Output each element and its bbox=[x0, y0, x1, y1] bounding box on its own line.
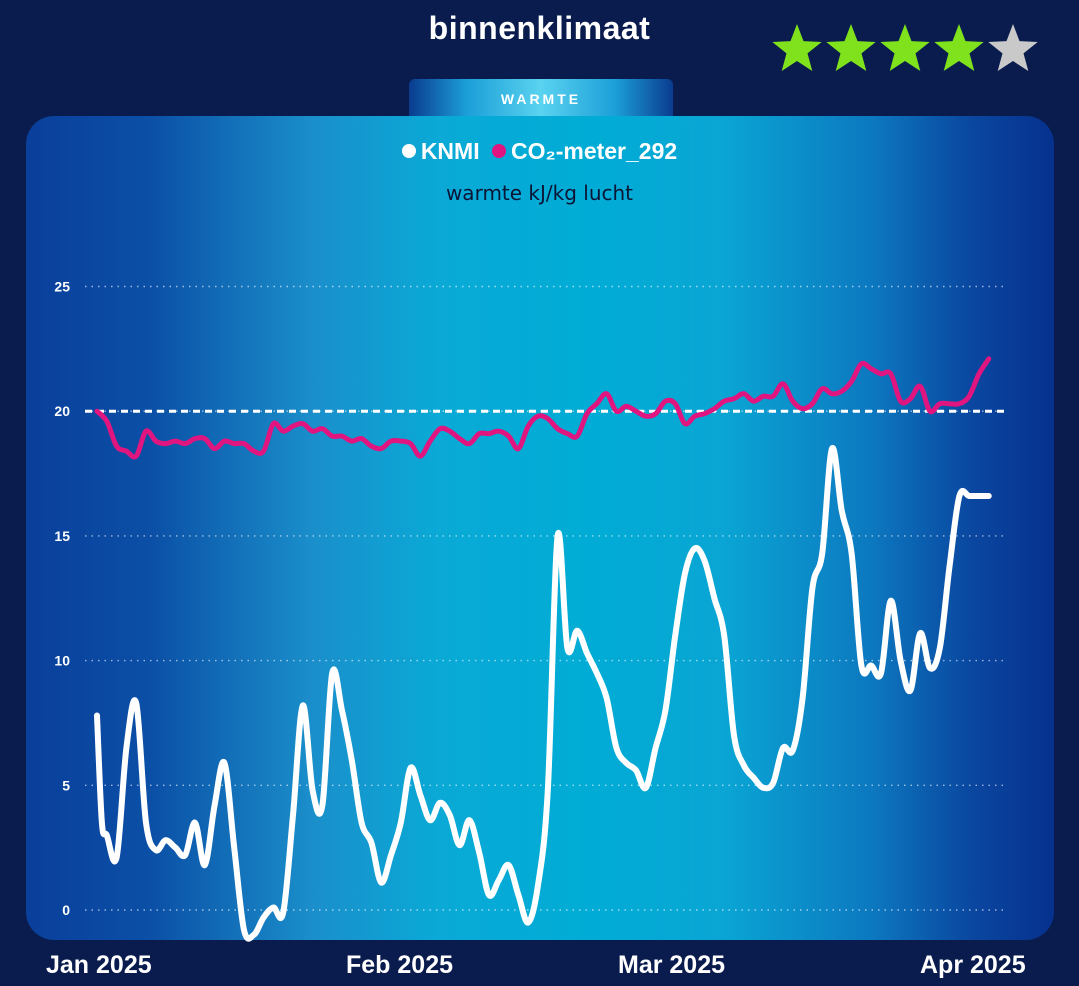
legend-item-co2-meter[interactable]: CO₂-meter_292 bbox=[491, 137, 678, 165]
star-empty-icon bbox=[988, 24, 1038, 71]
legend-dot-knmi bbox=[401, 144, 416, 158]
chart-panel bbox=[26, 116, 1054, 940]
x-tick-label: Jan 2025 bbox=[46, 951, 152, 979]
y-tick-label: 0 bbox=[62, 902, 70, 918]
page-title: binnenklimaat bbox=[428, 10, 651, 46]
star-filled-icon bbox=[772, 24, 822, 71]
y-tick-label: 20 bbox=[54, 403, 70, 419]
series-line-knmi[interactable] bbox=[94, 445, 992, 942]
tab-warmte[interactable]: WARMTE bbox=[409, 79, 673, 116]
y-tick-label: 15 bbox=[54, 528, 70, 544]
legend-item-knmi[interactable]: KNMI bbox=[401, 137, 480, 165]
series-line-co2-meter[interactable] bbox=[94, 356, 992, 460]
y-tick-label: 10 bbox=[54, 653, 70, 669]
legend-label-knmi: KNMI bbox=[420, 137, 480, 164]
star-filled-icon bbox=[826, 24, 876, 71]
chart-subtitle: warmte kJ/kg lucht bbox=[445, 181, 634, 205]
rating-stars bbox=[772, 24, 1038, 71]
x-tick-label: Apr 2025 bbox=[920, 951, 1026, 979]
legend-dot-co2-meter bbox=[491, 144, 506, 158]
x-tick-label: Mar 2025 bbox=[618, 951, 726, 979]
chart-legend: KNMI CO₂-meter_292 bbox=[0, 137, 1079, 165]
star-filled-icon bbox=[934, 24, 984, 71]
x-tick-label: Feb 2025 bbox=[346, 951, 454, 979]
y-tick-label: 5 bbox=[62, 777, 70, 793]
star-filled-icon bbox=[880, 24, 930, 71]
legend-label-co2-meter: CO₂-meter_292 bbox=[510, 137, 678, 164]
y-tick-label: 25 bbox=[54, 279, 70, 295]
